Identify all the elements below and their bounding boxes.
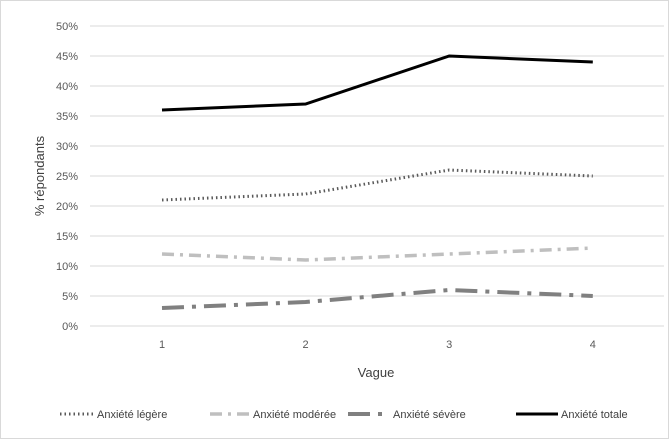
y-tick-label: 45% [56,51,78,63]
y-axis-ticks: 0% 5% 10% 15% 20% 25% 30% 35% 40% 45% 50% [56,21,78,333]
x-axis-ticks: 1 2 3 4 [159,339,596,351]
y-tick-label: 30% [56,141,78,153]
y-tick-label: 10% [56,261,78,273]
legend-label-2: Anxiété modérée [253,409,336,421]
y-tick-label: 35% [56,111,78,123]
legend-label-3: Anxiété sévère [393,409,466,421]
x-tick-label: 1 [159,339,165,351]
x-tick-label: 4 [590,339,596,351]
y-tick-label: 50% [56,21,78,33]
y-tick-label: 40% [56,81,78,93]
legend-label-4: Anxiété totale [561,409,628,421]
y-tick-label: 20% [56,201,78,213]
gridlines [90,25,664,327]
x-tick-label: 2 [303,339,309,351]
x-tick-label: 3 [446,339,452,351]
series-line-3 [161,287,593,310]
series-line-4 [161,54,593,112]
y-tick-label: 25% [56,171,78,183]
series-line-2 [161,246,593,262]
x-axis-title: Vague [358,365,395,380]
legend: Anxiété légère Anxiété modérée Anxiété sév… [60,409,628,421]
y-tick-label: 15% [56,231,78,243]
y-axis-title: % répondants [32,135,47,216]
y-tick-label: 0% [62,321,78,333]
series-group [161,54,593,310]
y-tick-label: 5% [62,291,78,303]
series-line-1 [161,168,593,202]
legend-label-1: Anxiété légère [97,409,167,421]
